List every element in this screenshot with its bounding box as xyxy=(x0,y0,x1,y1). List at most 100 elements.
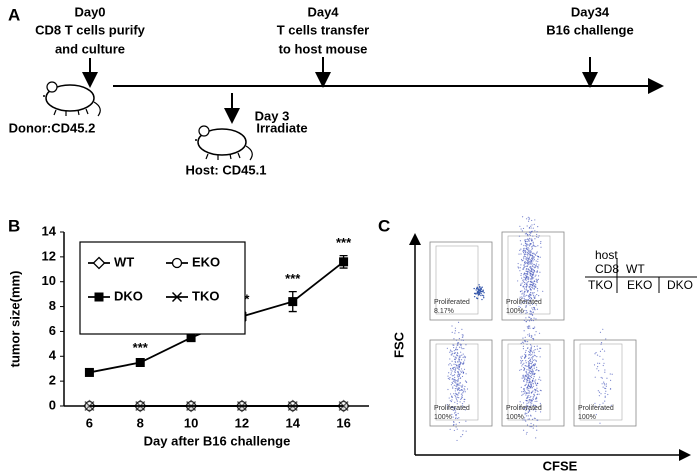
dot xyxy=(528,233,530,236)
dot xyxy=(609,379,612,381)
dot xyxy=(529,358,532,360)
step-text: CD8 T cells purify xyxy=(35,22,146,37)
dot xyxy=(525,365,527,367)
dot xyxy=(452,416,454,418)
dot xyxy=(453,338,455,340)
dot xyxy=(525,399,527,401)
dot xyxy=(451,354,453,356)
dot xyxy=(457,343,459,345)
dot xyxy=(599,331,602,333)
dot xyxy=(521,277,523,279)
dot xyxy=(526,412,528,415)
dot xyxy=(531,335,533,338)
dot xyxy=(530,384,532,386)
dot xyxy=(533,244,535,246)
dot xyxy=(535,260,537,262)
dot xyxy=(529,261,531,263)
step-text: B16 challenge xyxy=(546,22,633,37)
dot xyxy=(479,288,481,290)
dot xyxy=(525,246,528,248)
dot xyxy=(531,381,534,383)
dot xyxy=(458,373,460,375)
dot xyxy=(454,352,456,354)
dot xyxy=(530,250,532,252)
dot xyxy=(456,403,458,405)
dot xyxy=(530,263,532,265)
dot xyxy=(520,357,523,359)
dot xyxy=(531,248,533,250)
dot xyxy=(522,259,524,262)
dot xyxy=(525,420,527,422)
dot xyxy=(519,225,521,227)
dot xyxy=(461,434,464,436)
dot xyxy=(529,266,531,268)
dot xyxy=(525,404,528,406)
dot xyxy=(482,295,485,297)
dot xyxy=(448,372,450,374)
dot xyxy=(525,279,527,281)
dot xyxy=(596,354,599,356)
dot xyxy=(456,366,458,368)
dot xyxy=(533,223,535,226)
dot xyxy=(534,297,536,300)
dot xyxy=(530,246,533,248)
dot xyxy=(521,391,523,393)
dot xyxy=(460,359,463,361)
dot xyxy=(528,248,530,250)
dot xyxy=(520,274,522,277)
dot xyxy=(532,309,534,311)
dot xyxy=(454,330,457,332)
flow-plot xyxy=(429,241,493,321)
dot xyxy=(531,361,533,363)
dot xyxy=(524,309,526,312)
dot xyxy=(532,235,534,237)
dot xyxy=(529,354,532,356)
dot xyxy=(523,380,525,383)
dot xyxy=(461,402,464,405)
dot xyxy=(453,350,455,352)
dot xyxy=(530,395,532,398)
dot xyxy=(464,389,466,391)
dot xyxy=(459,401,461,403)
dot xyxy=(531,372,533,374)
dot xyxy=(530,297,533,299)
dot xyxy=(528,245,531,247)
dot xyxy=(449,377,451,379)
dot xyxy=(449,428,451,430)
dot xyxy=(531,224,533,226)
plot-text: Proliferated xyxy=(506,405,542,412)
dot xyxy=(529,381,531,383)
dot xyxy=(523,244,525,247)
dot xyxy=(537,256,540,258)
dot xyxy=(526,392,529,394)
dot xyxy=(465,420,467,422)
dot xyxy=(528,385,530,387)
dot xyxy=(532,311,535,313)
dot xyxy=(521,301,523,303)
dot xyxy=(521,394,523,396)
dot xyxy=(601,377,603,379)
step-text: Host: CD45.1 xyxy=(186,162,267,177)
dot xyxy=(527,378,529,380)
dot xyxy=(455,393,457,395)
dot xyxy=(447,375,449,377)
dot xyxy=(461,375,464,378)
mouse-icon xyxy=(194,125,253,161)
dot xyxy=(527,405,529,407)
x-tick-label: 8 xyxy=(137,415,144,430)
dot xyxy=(531,258,533,261)
dot xyxy=(542,290,544,292)
dot xyxy=(523,258,525,260)
dot xyxy=(521,230,523,232)
dot xyxy=(599,422,601,424)
dot xyxy=(534,349,536,351)
dot xyxy=(527,261,530,263)
dot xyxy=(594,353,596,355)
dot xyxy=(534,275,536,277)
dot xyxy=(533,352,535,354)
dot xyxy=(531,265,533,267)
dot xyxy=(539,256,541,258)
dot xyxy=(595,414,597,416)
dot xyxy=(532,398,534,400)
key-text: TKO xyxy=(588,278,613,292)
